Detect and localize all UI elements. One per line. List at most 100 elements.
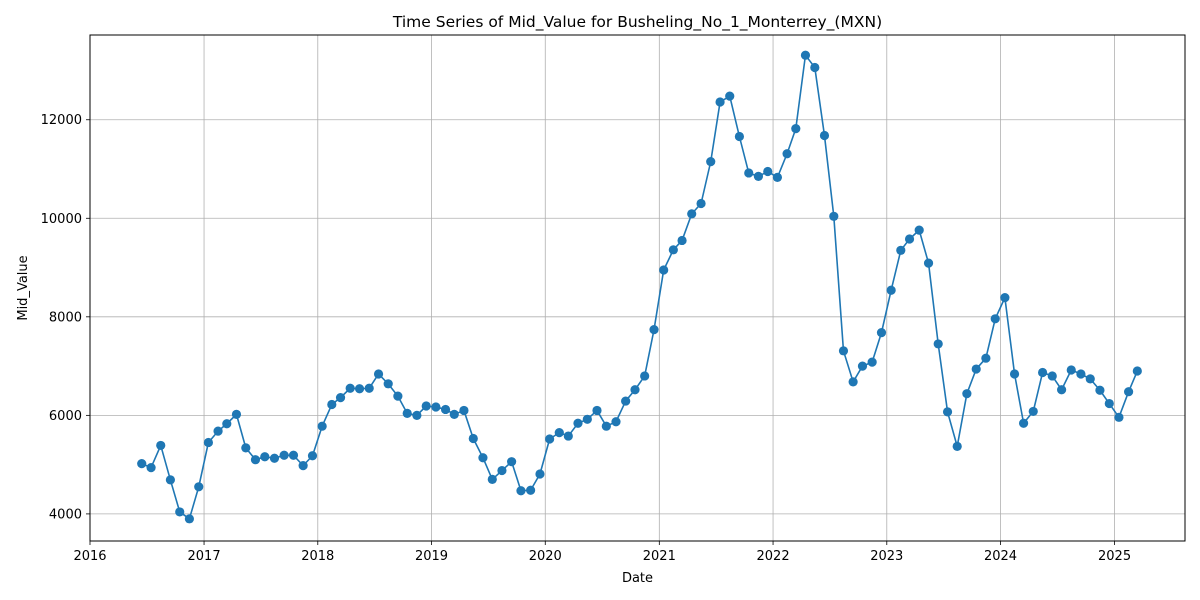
data-point	[507, 457, 517, 467]
data-point	[165, 475, 175, 485]
data-point	[1066, 365, 1076, 375]
data-point	[857, 361, 868, 371]
data-point	[582, 414, 592, 424]
data-point	[146, 462, 156, 473]
y-tick-label: 4000	[49, 507, 82, 522]
data-point	[1057, 385, 1067, 395]
data-point	[241, 443, 251, 453]
data-point	[1018, 418, 1029, 428]
data-point	[279, 450, 289, 460]
x-tick-label: 2017	[188, 549, 221, 564]
data-point	[744, 168, 754, 178]
y-tick-label: 8000	[49, 310, 82, 325]
data-point	[213, 426, 223, 436]
data-point	[497, 465, 507, 476]
data-point	[876, 327, 887, 338]
data-point	[800, 50, 811, 60]
data-point	[904, 234, 915, 244]
data-point	[1124, 387, 1134, 397]
data-point	[317, 421, 327, 431]
data-point	[640, 371, 650, 381]
data-point	[611, 417, 621, 427]
series-markers-group	[137, 50, 1142, 524]
data-point	[175, 507, 185, 517]
data-point	[383, 379, 393, 389]
y-tick-label: 6000	[49, 409, 82, 424]
series-line	[141, 54, 1139, 520]
data-point	[459, 405, 469, 416]
y-axis-label: Mid_Value	[16, 255, 31, 320]
grid-lines	[89, 35, 1185, 541]
data-point	[354, 384, 365, 394]
data-point	[1037, 367, 1048, 378]
data-point	[1076, 369, 1086, 379]
data-point	[1132, 366, 1142, 376]
x-tick-label: 2019	[415, 549, 448, 564]
data-point	[933, 339, 943, 349]
data-point	[478, 453, 488, 463]
data-point	[734, 131, 745, 142]
data-point	[327, 399, 337, 410]
data-point	[137, 459, 147, 469]
data-point	[194, 482, 204, 492]
data-point	[373, 369, 384, 379]
data-point	[990, 314, 1000, 324]
data-point	[829, 211, 839, 221]
data-point	[545, 434, 555, 444]
data-point	[573, 418, 583, 428]
data-point	[421, 401, 431, 411]
data-point	[412, 410, 422, 420]
data-point	[364, 383, 374, 393]
data-point	[791, 124, 801, 134]
data-point	[981, 353, 991, 363]
data-point	[563, 431, 573, 441]
x-axis-label: Date	[622, 571, 653, 586]
data-point	[1000, 293, 1010, 303]
data-point	[440, 404, 451, 415]
data-point	[184, 514, 194, 524]
data-point	[260, 452, 270, 462]
x-tick-label: 2023	[870, 549, 903, 564]
data-point	[621, 396, 631, 406]
data-point	[393, 391, 403, 401]
x-tick-label: 2018	[301, 549, 334, 564]
data-point	[592, 405, 602, 416]
data-point	[1009, 369, 1020, 379]
data-point	[763, 166, 773, 177]
series-line-group	[141, 54, 1139, 520]
data-point	[819, 130, 830, 141]
data-point	[601, 421, 611, 431]
data-point	[1047, 371, 1057, 381]
data-point	[1095, 385, 1105, 395]
data-point	[687, 209, 697, 219]
data-point	[203, 437, 214, 448]
data-point	[156, 440, 166, 451]
data-point	[838, 346, 849, 356]
data-point	[810, 62, 820, 73]
data-point	[886, 285, 896, 295]
data-point	[516, 486, 526, 496]
data-point	[554, 428, 564, 438]
data-point	[914, 225, 924, 235]
data-point	[335, 393, 346, 403]
data-point	[659, 265, 669, 275]
x-tick-label: 2021	[643, 549, 676, 564]
y-tick-label: 12000	[41, 113, 82, 128]
data-point	[298, 461, 308, 471]
data-point	[971, 364, 981, 374]
axis-ticks: 2016 2017 2018 2019 2020 2021 2022 2023 2024 2025…	[41, 113, 1131, 564]
data-point	[630, 385, 640, 395]
data-point	[307, 451, 318, 461]
data-point	[526, 485, 536, 495]
data-point	[402, 408, 412, 418]
data-point	[1028, 406, 1038, 417]
x-tick-label: 2024	[984, 549, 1017, 564]
data-point	[231, 409, 242, 419]
data-point	[668, 245, 678, 255]
data-point	[288, 450, 299, 460]
x-tick-label: 2025	[1098, 549, 1131, 564]
data-point	[1114, 412, 1124, 422]
y-tick-label: 10000	[41, 212, 82, 227]
x-tick-label: 2020	[529, 549, 562, 564]
